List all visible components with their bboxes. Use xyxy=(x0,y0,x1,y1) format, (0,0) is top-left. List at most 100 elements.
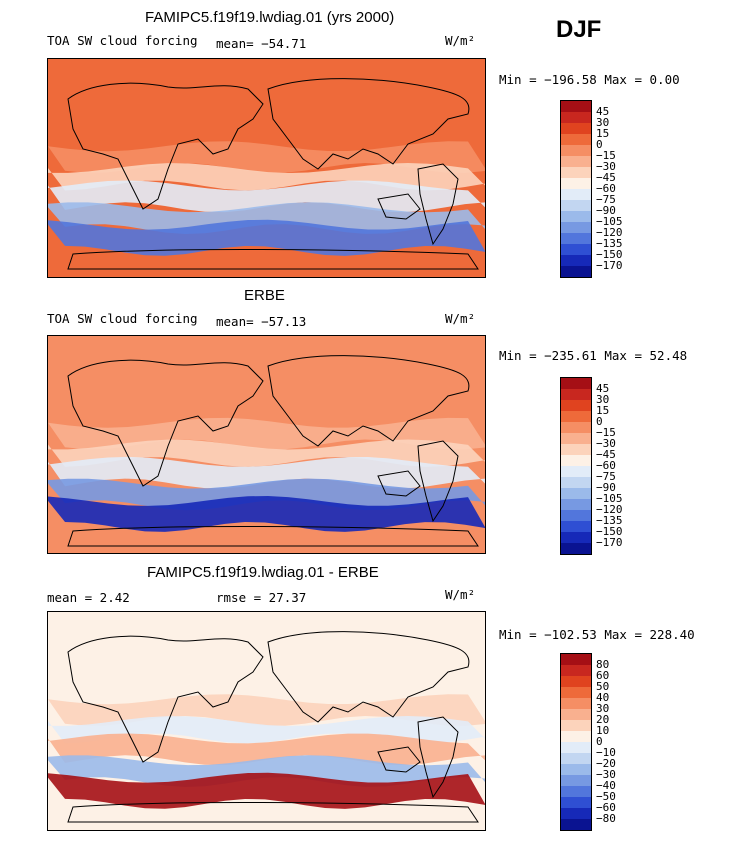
coastline xyxy=(267,78,470,170)
colorbar-swatch xyxy=(561,654,591,665)
map-field xyxy=(48,336,485,553)
colorbar-swatch xyxy=(561,378,591,389)
colorbar-tick-label: −45 xyxy=(596,448,616,461)
colorbar-tick-label: 80 xyxy=(596,658,610,671)
colorbar-tick-label: −90 xyxy=(596,481,616,494)
colorbar-swatch xyxy=(561,266,591,277)
panel-left-label: TOA SW cloud forcing xyxy=(47,33,198,48)
panel-units: W/m² xyxy=(445,311,476,326)
field-band xyxy=(48,219,485,256)
coastline xyxy=(67,525,479,547)
map-diff xyxy=(47,611,486,831)
colorbar-swatch xyxy=(561,742,591,753)
colorbar-swatch xyxy=(561,233,591,244)
panel-mean: mean= −54.71 xyxy=(216,36,307,51)
panel-left-label: TOA SW cloud forcing xyxy=(47,311,198,326)
colorbar-swatch xyxy=(561,466,591,477)
colorbar-tick-label: −45 xyxy=(596,171,616,184)
coastline xyxy=(377,746,421,773)
coastline xyxy=(67,359,264,487)
colorbar-swatch xyxy=(561,753,591,764)
colorbar-tick-label: 45 xyxy=(596,105,610,118)
coastline xyxy=(417,716,459,799)
panel-mean: mean = 2.42 xyxy=(47,590,130,605)
colorbar-tick-label: −60 xyxy=(596,801,616,814)
colorbar-swatch xyxy=(561,819,591,830)
colorbar-tick-label: −75 xyxy=(596,470,616,483)
colorbar-swatch xyxy=(561,786,591,797)
coastline xyxy=(67,635,264,763)
colorbar-tick-label: −60 xyxy=(596,182,616,195)
colorbar-tick-label: −120 xyxy=(596,226,623,239)
colorbar-tick-label: −30 xyxy=(596,768,616,781)
colorbar-swatch xyxy=(561,255,591,266)
colorbar-swatch xyxy=(561,797,591,808)
colorbar-tick-label: 30 xyxy=(596,116,610,129)
colorbar-tick-label: −150 xyxy=(596,525,623,538)
colorbar-tick-label: 15 xyxy=(596,404,610,417)
colorbar-swatch xyxy=(561,775,591,786)
colorbar-swatch xyxy=(561,189,591,200)
coastline xyxy=(377,193,421,220)
colorbar-tick-label: 15 xyxy=(596,127,610,140)
colorbar-swatch xyxy=(561,422,591,433)
panel-units: W/m² xyxy=(445,33,476,48)
field-band xyxy=(48,495,485,532)
colorbar-tick-label: 0 xyxy=(596,735,603,748)
colorbar-swatch xyxy=(561,400,591,411)
colorbar-tick-label: −30 xyxy=(596,160,616,173)
colorbar-swatch xyxy=(561,510,591,521)
map-model xyxy=(47,58,486,278)
panel-mean: mean= −57.13 xyxy=(216,314,307,329)
season-label: DJF xyxy=(556,16,602,43)
colorbar-swatch xyxy=(561,709,591,720)
colorbar-swatch xyxy=(561,477,591,488)
map-obs xyxy=(47,335,486,554)
colorbar-swatch xyxy=(561,112,591,123)
map-field xyxy=(48,59,485,277)
colorbar-swatch xyxy=(561,101,591,112)
colorbar-swatch xyxy=(561,698,591,709)
colorbar-swatch xyxy=(561,156,591,167)
colorbar-tick-label: −170 xyxy=(596,536,623,549)
colorbar-tick-label: −60 xyxy=(596,459,616,472)
colorbar-tick-label: −105 xyxy=(596,492,623,505)
panel-title: FAMIPC5.f19f19.lwdiag.01 (yrs 2000) xyxy=(145,9,395,26)
field-band xyxy=(48,733,485,766)
colorbar-tick-label: −15 xyxy=(596,149,616,162)
colorbar-swatch xyxy=(561,244,591,255)
colorbar-tick-label: −90 xyxy=(596,204,616,217)
panel-title: ERBE xyxy=(244,287,285,304)
colorbar-tick-label: 20 xyxy=(596,713,610,726)
coastline xyxy=(67,248,479,270)
colorbar-tick-label: −135 xyxy=(596,237,623,250)
coastline xyxy=(377,470,421,497)
field-band xyxy=(48,202,485,234)
colorbar-swatch xyxy=(561,433,591,444)
colorbar-swatch xyxy=(561,389,591,400)
colorbar-tick-label: −10 xyxy=(596,746,616,759)
colorbar-swatch xyxy=(561,499,591,510)
colorbar-tick-label: 30 xyxy=(596,702,610,715)
field-band xyxy=(48,180,485,213)
coastline xyxy=(267,355,470,447)
colorbar-swatch xyxy=(561,178,591,189)
colorbar-swatch xyxy=(561,211,591,222)
colorbar-swatch xyxy=(561,200,591,211)
colorbar xyxy=(560,653,592,831)
colorbar-swatch xyxy=(561,145,591,156)
panel-title: FAMIPC5.f19f19.lwdiag.01 - ERBE xyxy=(147,564,379,581)
colorbar-swatch xyxy=(561,521,591,532)
colorbar-tick-label: −75 xyxy=(596,193,616,206)
colorbar-tick-label: −170 xyxy=(596,259,623,272)
panel-minmax: Min = −196.58 Max = 0.00 xyxy=(499,72,680,87)
coastline xyxy=(417,440,459,523)
colorbar-swatch xyxy=(561,532,591,543)
field-band xyxy=(48,772,485,809)
colorbar-swatch xyxy=(561,764,591,775)
panel-minmax: Min = −235.61 Max = 52.48 xyxy=(499,348,688,363)
colorbar-swatch xyxy=(561,731,591,742)
colorbar-tick-label: −135 xyxy=(596,514,623,527)
colorbar xyxy=(560,377,592,555)
colorbar-tick-label: −50 xyxy=(596,790,616,803)
